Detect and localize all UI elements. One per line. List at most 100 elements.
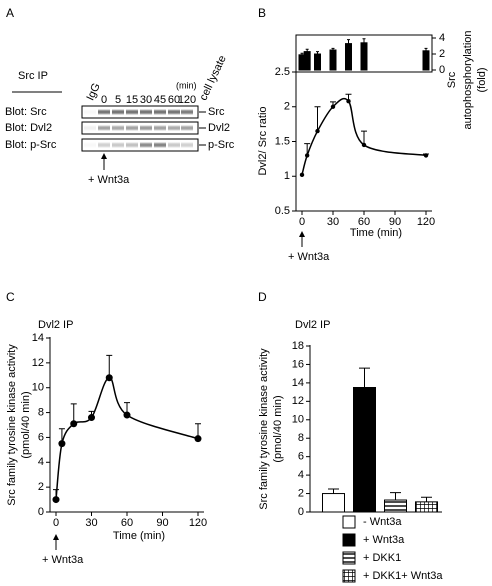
bar [353, 387, 376, 513]
bar [360, 42, 368, 71]
bar [384, 499, 407, 513]
band [98, 142, 110, 148]
band [154, 109, 166, 115]
y-tick-label: 14 [32, 332, 44, 344]
marker [52, 496, 60, 504]
y-tick-label: 4 [298, 469, 304, 481]
legend-swatch [342, 551, 356, 565]
legend-swatch [342, 569, 356, 583]
x-tick-label: 60 [121, 517, 133, 529]
y-tick-label: 0 [38, 506, 44, 518]
marker [194, 435, 202, 443]
marker [315, 128, 320, 134]
band [140, 125, 152, 131]
y-axis-label: (fold) [476, 67, 488, 92]
marker [299, 172, 305, 178]
error-bar [361, 130, 367, 145]
bar [415, 501, 438, 513]
row-label: Blot: Src [5, 106, 47, 118]
row-label: Blot: Dvl2 [5, 122, 52, 134]
y-axis-label: Src [446, 71, 458, 88]
legend-swatch [342, 515, 356, 529]
y-tick-label: 2 [439, 48, 445, 60]
x-tick-label: 0 [53, 517, 59, 529]
arrow-head [101, 153, 107, 159]
band [112, 142, 124, 148]
band [154, 142, 166, 148]
band-label: Dvl2 [208, 122, 230, 134]
error-bar [328, 488, 339, 494]
column-label: 60 [168, 94, 180, 106]
y-axis-label: Src family tyrosine kinase activity [6, 344, 18, 506]
bar [303, 51, 311, 71]
band [98, 125, 110, 131]
band [126, 125, 138, 131]
band [140, 142, 152, 148]
column-label: 30 [140, 94, 152, 106]
column-label: 5 [115, 94, 121, 106]
legend-label: + DKK1+ Wnt3a [363, 570, 443, 582]
legend-label: + DKK1 [363, 552, 401, 564]
column-label: 45 [154, 94, 166, 106]
line [55, 377, 199, 500]
x-tick-label: 120 [417, 216, 435, 228]
bar [322, 493, 345, 513]
annotation: + Wnt3a [42, 554, 84, 566]
legend-label: - Wnt3a [363, 516, 402, 528]
marker [346, 98, 351, 104]
x-tick-label: 60 [358, 216, 370, 228]
column-label: 120 [178, 94, 196, 106]
column-label: 0 [101, 94, 107, 106]
band-label: Src [208, 106, 225, 118]
y-axis-label: Src family tyrosine kinase activity [258, 348, 270, 510]
marker [304, 153, 310, 158]
legend-label: + Wnt3a [363, 534, 405, 546]
band [126, 142, 138, 148]
y-tick-label: 2 [284, 101, 290, 113]
legend-swatch [342, 533, 356, 547]
bar [422, 50, 430, 71]
panel-label: D [258, 290, 267, 304]
y-tick-label: 8 [38, 406, 44, 418]
y-tick-label: 0.5 [275, 205, 290, 217]
error-bar [390, 492, 401, 501]
marker [88, 414, 95, 422]
column-label: cell lysate [197, 54, 228, 103]
y-tick-label: 4 [38, 456, 44, 468]
blot-title: Src IP [18, 70, 48, 82]
y-axis-label: Dvl2/ Src ratio [257, 106, 269, 175]
row-label: Blot: p-Src [5, 139, 57, 151]
band [84, 125, 96, 131]
y-tick-label: 10 [292, 414, 304, 426]
y-tick-label: 4 [439, 32, 445, 44]
band [112, 109, 124, 115]
unit-label: (min) [176, 80, 197, 90]
band [126, 109, 138, 115]
y-tick-label: 2.5 [275, 66, 290, 78]
x-tick-label: 30 [85, 517, 97, 529]
y-tick-label: 2 [38, 481, 44, 493]
arrow-head [299, 231, 305, 237]
y-tick-label: 2 [298, 487, 304, 499]
arrow-head [53, 534, 59, 540]
bar [329, 49, 337, 71]
panel-label: C [6, 290, 15, 304]
error-bar [347, 39, 350, 44]
y-tick-label: 18 [292, 340, 304, 352]
treatment-label: + Wnt3a [88, 174, 130, 186]
x-tick-label: 90 [389, 216, 401, 228]
band [181, 142, 193, 148]
chart-title: Dvl2 IP [295, 319, 330, 331]
marker [70, 420, 78, 428]
x-tick-label: 0 [299, 216, 305, 228]
band [140, 109, 152, 115]
band [181, 125, 193, 131]
band [84, 142, 96, 148]
x-axis-label: Time (min) [350, 227, 402, 239]
marker [330, 104, 336, 109]
y-tick-label: 16 [292, 358, 304, 370]
marker [123, 411, 131, 419]
y-axis-label: autophosphorylation [462, 30, 474, 129]
y-tick-label: 12 [32, 357, 44, 369]
